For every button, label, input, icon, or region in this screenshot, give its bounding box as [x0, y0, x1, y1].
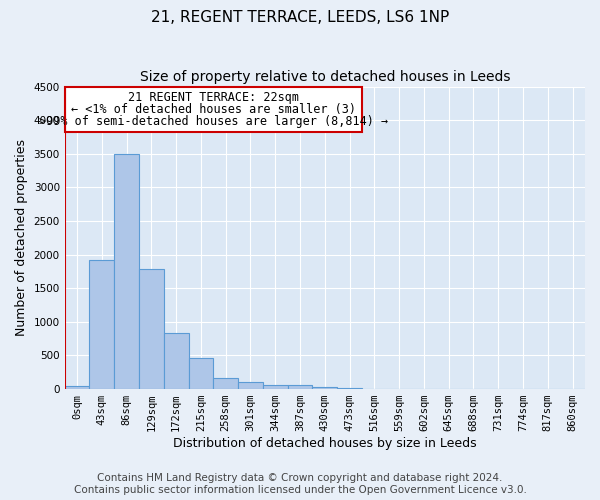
X-axis label: Distribution of detached houses by size in Leeds: Distribution of detached houses by size …	[173, 437, 476, 450]
Bar	[263, 384, 287, 389]
Bar	[238, 382, 263, 389]
Text: >99% of semi-detached houses are larger (8,814) →: >99% of semi-detached houses are larger …	[39, 115, 388, 128]
Title: Size of property relative to detached houses in Leeds: Size of property relative to detached ho…	[140, 70, 510, 84]
FancyBboxPatch shape	[65, 87, 362, 132]
Bar	[188, 358, 214, 389]
Bar	[114, 154, 139, 389]
Bar	[287, 386, 313, 389]
Bar	[89, 260, 114, 389]
Bar	[214, 378, 238, 389]
Bar	[337, 388, 362, 389]
Text: ← <1% of detached houses are smaller (3): ← <1% of detached houses are smaller (3)	[71, 103, 356, 116]
Text: 21, REGENT TERRACE, LEEDS, LS6 1NP: 21, REGENT TERRACE, LEEDS, LS6 1NP	[151, 10, 449, 25]
Bar	[65, 386, 89, 389]
Y-axis label: Number of detached properties: Number of detached properties	[15, 140, 28, 336]
Bar	[164, 332, 188, 389]
Bar	[139, 270, 164, 389]
Text: Contains HM Land Registry data © Crown copyright and database right 2024.
Contai: Contains HM Land Registry data © Crown c…	[74, 474, 526, 495]
Bar	[313, 386, 337, 389]
Text: 21 REGENT TERRACE: 22sqm: 21 REGENT TERRACE: 22sqm	[128, 91, 299, 104]
